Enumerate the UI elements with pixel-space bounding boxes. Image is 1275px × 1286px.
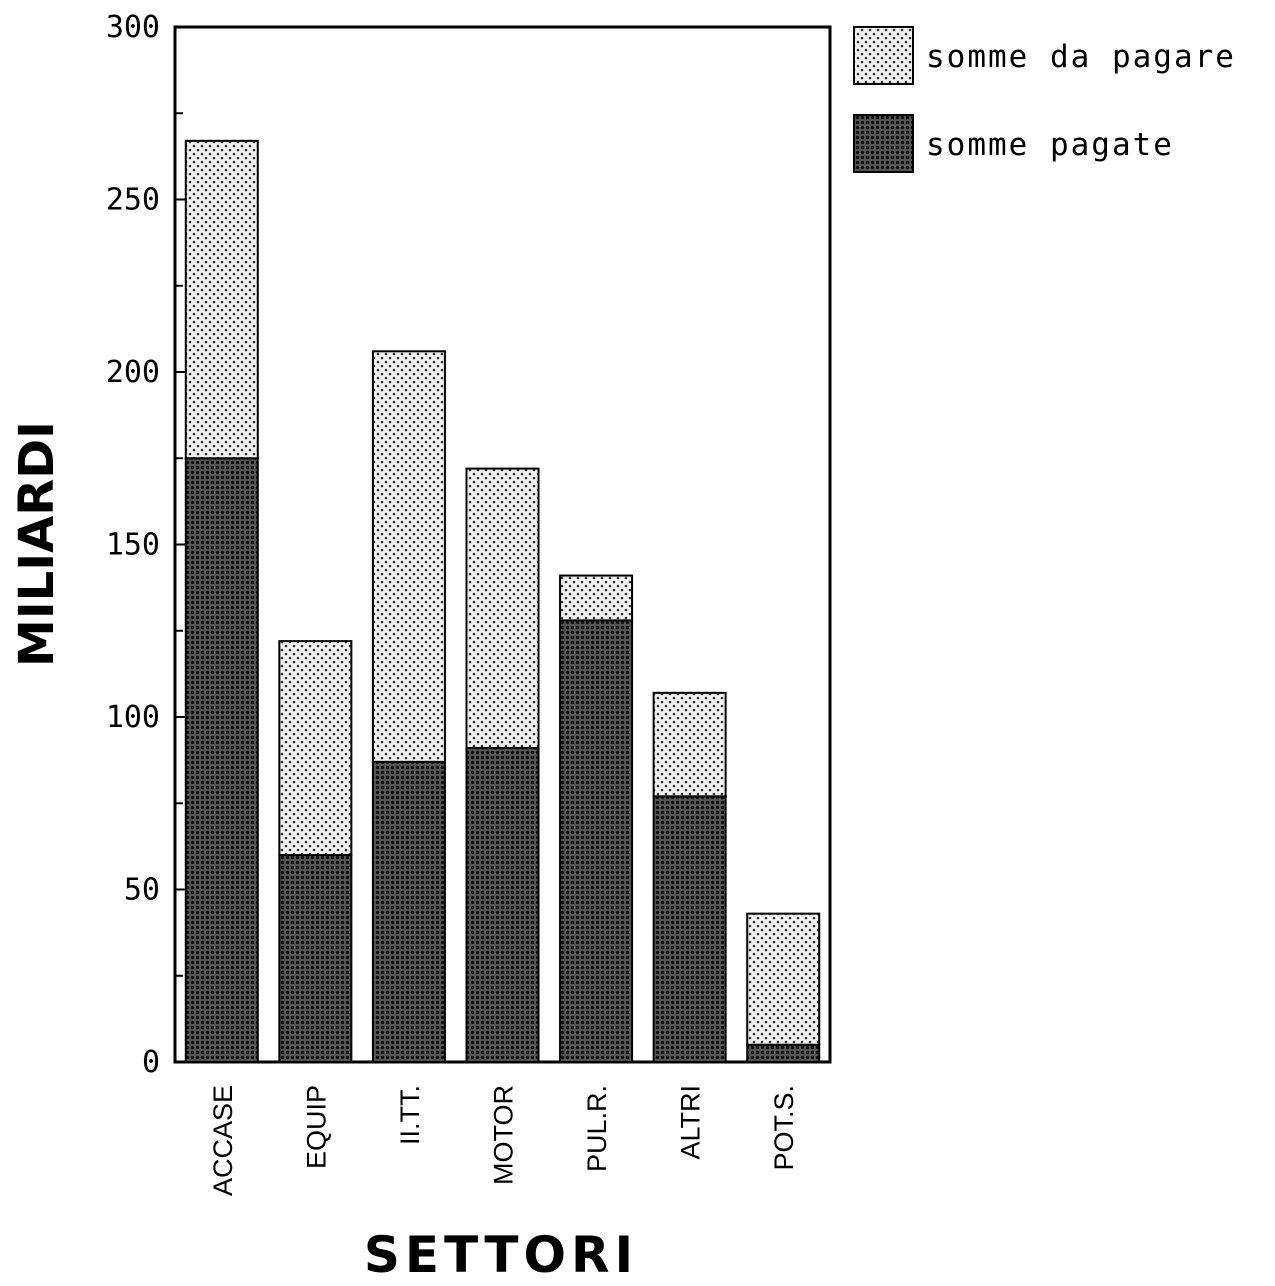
legend: somme da pagare somme pagate [853, 26, 1236, 173]
bar-somme-da-pagare-5 [652, 691, 727, 798]
y-tick-label: 250 [106, 183, 160, 218]
bar-somme-da-pagare-3 [465, 467, 540, 750]
y-tick-label: 200 [106, 355, 160, 390]
bar-somme-pagate-5 [652, 795, 727, 1063]
bar-somme-pagate-0 [184, 457, 259, 1063]
x-tick-label: POT.S. [769, 1085, 799, 1171]
x-axis-title: SETTORI [364, 1226, 638, 1284]
y-tick-label: 300 [106, 10, 160, 45]
bar-somme-da-pagare-4 [559, 574, 634, 622]
bar-somme-pagate-2 [371, 760, 446, 1063]
y-tick-label: 150 [106, 528, 160, 563]
y-tick-label: 0 [142, 1045, 160, 1080]
x-tick-label: MOTOR [489, 1085, 519, 1185]
bar-somme-da-pagare-6 [746, 912, 821, 1046]
y-tick-label: 50 [124, 873, 160, 908]
bar-somme-da-pagare-2 [371, 350, 446, 763]
bar-somme-da-pagare-0 [184, 139, 259, 460]
y-axis-title: MILIARDI [9, 421, 65, 667]
bar-somme-pagate-3 [465, 747, 540, 1063]
bar-somme-pagate-6 [746, 1043, 821, 1063]
y-tick-label: 100 [106, 700, 160, 735]
x-tick-label: ALTRI [676, 1085, 706, 1160]
bar-somme-pagate-4 [559, 619, 634, 1064]
bar-somme-pagate-1 [278, 854, 353, 1063]
legend-swatch-somme-pagate [853, 114, 914, 173]
x-tick-label: PUL.R. [582, 1085, 612, 1172]
legend-swatch-somme-da-pagare [853, 26, 914, 85]
x-axis-labels: ACCASE EQUIP II.TT. MOTOR PUL.R. ALTRI POT.S. [208, 1085, 799, 1196]
bar-somme-da-pagare-1 [278, 640, 353, 856]
legend-label-somme-da-pagare: somme da pagare [926, 39, 1236, 75]
y-axis-ticks: 0 50 100 150 200 250 300 [106, 10, 189, 1080]
x-tick-label: EQUIP [301, 1085, 331, 1169]
x-tick-label: ACCASE [208, 1085, 238, 1196]
x-tick-label: II.TT. [395, 1085, 425, 1145]
legend-label-somme-pagate: somme pagate [926, 127, 1174, 163]
bar-group [184, 139, 821, 1064]
